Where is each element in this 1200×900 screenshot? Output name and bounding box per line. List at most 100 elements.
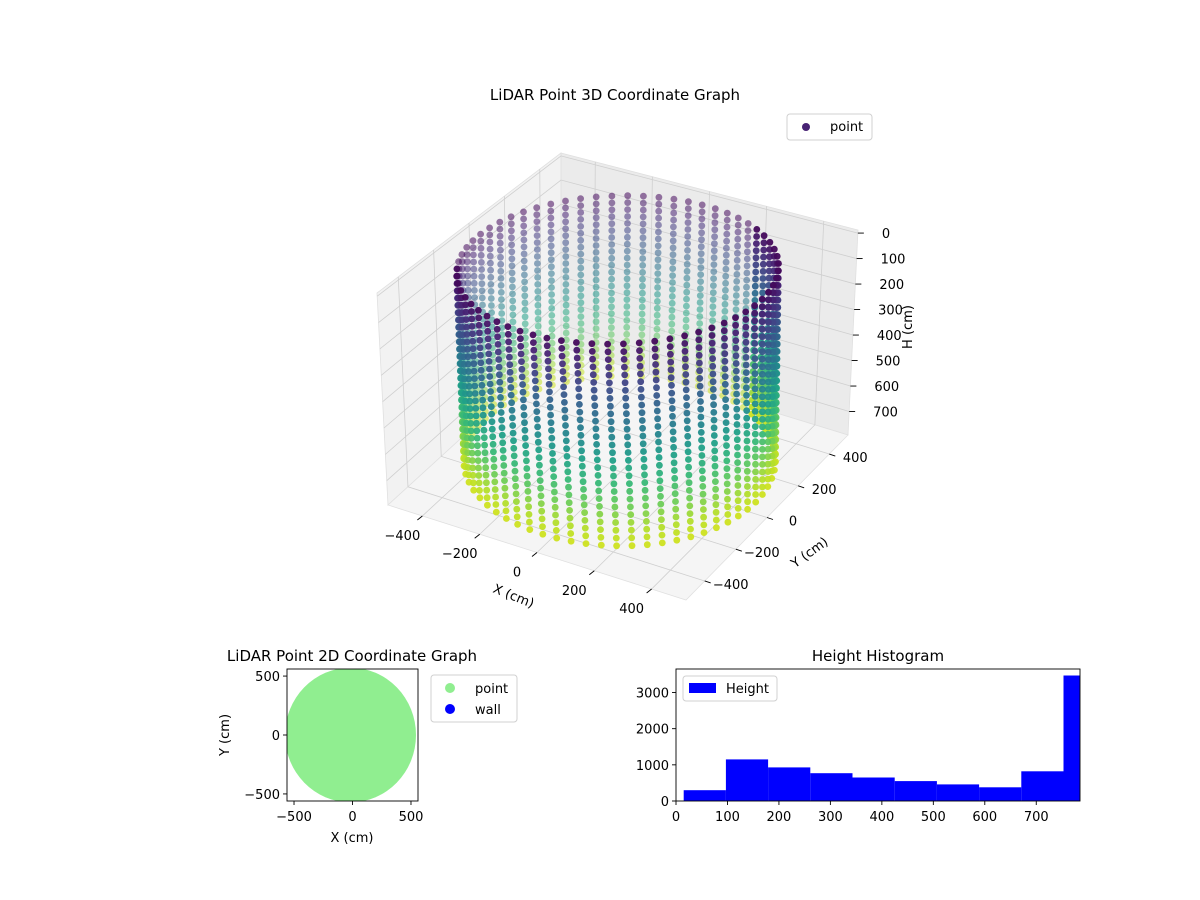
- point-marker: [655, 214, 662, 222]
- point-marker: [639, 262, 647, 269]
- point-marker: [640, 448, 647, 455]
- point-marker: [698, 215, 706, 223]
- point-marker: [669, 258, 677, 266]
- point-marker: [623, 323, 631, 331]
- point-marker: [696, 382, 704, 390]
- point-marker: [625, 456, 632, 464]
- point-marker: [712, 516, 720, 524]
- point-marker: [491, 486, 499, 493]
- point-marker: [713, 524, 720, 532]
- point-marker: [752, 491, 759, 498]
- y-tick-label: −400: [713, 578, 749, 593]
- point-marker: [545, 365, 552, 373]
- point-marker: [638, 393, 645, 401]
- point-marker: [733, 382, 740, 390]
- point-marker: [509, 422, 517, 429]
- point-marker: [751, 302, 758, 310]
- point-marker: [521, 299, 529, 307]
- point-marker: [504, 323, 512, 330]
- point-marker: [549, 465, 557, 473]
- point-marker: [624, 213, 631, 220]
- point-marker: [639, 275, 646, 283]
- point-marker: [578, 447, 585, 455]
- point-marker: [467, 427, 475, 435]
- point-marker: [559, 368, 567, 375]
- point-marker: [504, 330, 512, 338]
- point-marker: [510, 437, 517, 445]
- point-marker: [671, 474, 679, 482]
- point-marker: [534, 288, 542, 295]
- point-marker: [695, 351, 703, 359]
- point-marker: [537, 500, 545, 507]
- point-marker: [765, 311, 772, 319]
- y-tick-label: 200: [812, 483, 837, 498]
- point-marker: [576, 416, 584, 424]
- histogram-bar: [979, 787, 1022, 801]
- point-marker: [711, 462, 719, 470]
- point-marker: [605, 371, 613, 379]
- point-marker: [485, 358, 493, 365]
- point-marker: [475, 472, 483, 479]
- point-marker: [564, 476, 572, 483]
- point-marker: [484, 335, 492, 343]
- point-marker: [742, 297, 750, 305]
- point-marker: [558, 352, 566, 360]
- point-marker: [589, 371, 597, 379]
- point-marker: [499, 439, 507, 447]
- point-marker: [496, 371, 503, 379]
- point-marker: [532, 392, 540, 400]
- point-marker: [658, 531, 666, 539]
- point-marker: [697, 264, 705, 272]
- point-marker: [520, 257, 528, 265]
- point-marker: [744, 227, 752, 235]
- point-marker: [562, 437, 570, 445]
- point-marker: [606, 395, 614, 402]
- point-marker: [472, 412, 480, 420]
- point-marker: [696, 306, 704, 313]
- y-tick: [766, 517, 774, 520]
- point-marker: [623, 418, 631, 425]
- point-marker: [483, 486, 491, 494]
- point-marker: [496, 378, 504, 386]
- point-marker: [564, 468, 572, 476]
- point-marker: [638, 310, 646, 318]
- point-marker: [455, 258, 462, 266]
- point-marker: [764, 445, 772, 453]
- point-marker: [682, 371, 690, 378]
- point-marker: [471, 375, 478, 382]
- point-marker: [477, 359, 485, 367]
- point-marker: [535, 446, 543, 454]
- point-marker: [518, 358, 525, 365]
- point-marker: [521, 278, 528, 286]
- x-tick: [474, 533, 480, 539]
- point-marker: [722, 279, 729, 287]
- histogram-axes: 0 100 200 300 400 500 600 700 0 1000 2000 3000: [636, 687, 1049, 825]
- point-marker: [696, 375, 704, 382]
- point-marker: [723, 209, 731, 217]
- z-tick-label: 300: [878, 304, 903, 319]
- point-marker: [751, 309, 759, 317]
- point-marker: [604, 340, 611, 348]
- point-marker: [577, 250, 585, 258]
- point-marker: [608, 441, 616, 449]
- point-marker: [523, 465, 531, 472]
- point-marker: [759, 268, 767, 275]
- point-marker: [708, 332, 716, 339]
- point-marker: [666, 343, 674, 350]
- point-marker: [723, 472, 731, 480]
- point-marker: [608, 324, 615, 331]
- point-marker: [547, 256, 555, 264]
- histogram-bar: [725, 759, 769, 801]
- z-tick-label: 700: [873, 406, 898, 421]
- point-marker: [732, 314, 739, 322]
- x-tick-label: 300: [818, 810, 843, 825]
- point-marker: [764, 363, 772, 371]
- z-tick-label: 200: [879, 278, 904, 293]
- point-marker: [521, 419, 528, 427]
- point-marker: [744, 241, 751, 249]
- point-marker: [609, 464, 617, 472]
- point-marker: [509, 304, 517, 312]
- point-marker: [521, 327, 529, 335]
- point-marker: [722, 434, 730, 442]
- point-marker: [669, 251, 677, 259]
